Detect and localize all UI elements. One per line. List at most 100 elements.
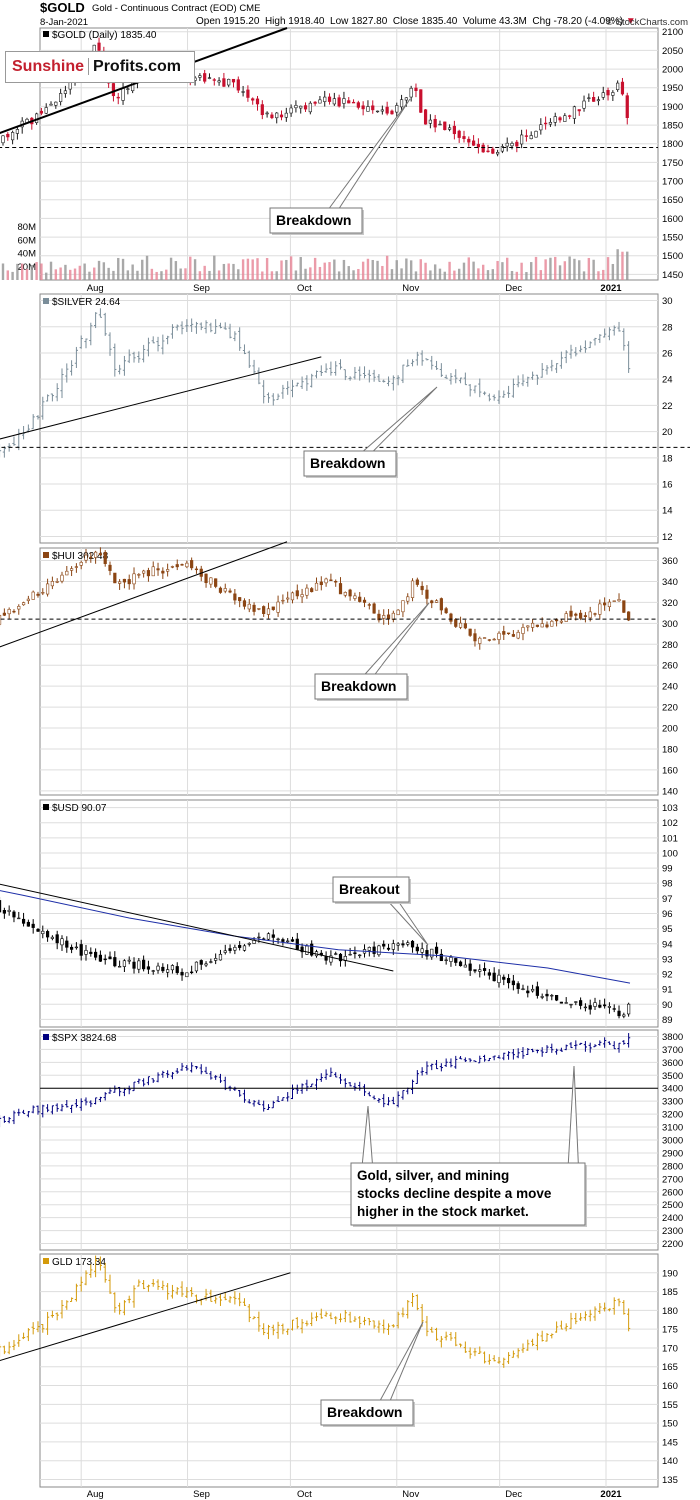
volume-bar xyxy=(136,270,139,280)
volume-bar xyxy=(342,259,346,280)
volume-bar xyxy=(93,267,96,280)
volume-bar xyxy=(371,259,374,280)
y-tick-label: 100 xyxy=(662,848,678,859)
price-candle xyxy=(310,943,314,956)
price-candle xyxy=(492,972,496,982)
price-candle xyxy=(385,106,389,114)
price-candle xyxy=(190,560,194,569)
price-candle xyxy=(324,956,328,961)
price-candle xyxy=(305,587,309,596)
price-candle xyxy=(347,100,351,104)
volume-bar xyxy=(597,271,600,280)
price-candle xyxy=(530,989,535,992)
price-candle xyxy=(554,994,559,1001)
price-candle xyxy=(612,1008,616,1010)
volume-bar xyxy=(25,269,29,280)
price-candle xyxy=(231,78,236,83)
price-candle xyxy=(54,101,58,106)
open-value: Open 1915.20 xyxy=(196,16,260,27)
price-candle xyxy=(233,593,237,601)
price-candle xyxy=(233,947,237,951)
y-tick-label: 240 xyxy=(662,682,678,693)
price-candle xyxy=(39,110,44,114)
volume-bar xyxy=(419,259,422,280)
y-tick-label: 150 xyxy=(662,1419,678,1430)
price-candle xyxy=(334,581,338,583)
price-candle xyxy=(478,637,482,644)
volume-bar xyxy=(251,259,254,280)
callout-text: Breakdown xyxy=(327,1404,402,1420)
legend-swatch xyxy=(43,31,49,37)
price-candle xyxy=(492,638,496,641)
volume-bar xyxy=(395,260,398,280)
price-candle xyxy=(116,96,120,99)
price-candle xyxy=(577,109,581,112)
price-candle xyxy=(452,125,456,135)
price-candle xyxy=(425,950,429,957)
price-candle xyxy=(74,566,78,568)
price-candle xyxy=(564,1002,568,1004)
price-candle xyxy=(15,129,20,134)
y-tick-label: 96 xyxy=(662,909,673,920)
volume-bar xyxy=(347,266,350,280)
volume-bar xyxy=(232,263,235,280)
volume-bar xyxy=(126,270,130,280)
price-candle xyxy=(530,622,535,628)
price-candle xyxy=(324,578,328,584)
change-value: Chg -78.20 (-4.09%) xyxy=(532,16,624,27)
volume-bar xyxy=(35,262,38,280)
price-candle xyxy=(593,613,597,615)
volume-bar xyxy=(313,257,317,280)
price-candle xyxy=(386,614,391,620)
y-tick-label: 170 xyxy=(662,1343,678,1354)
x-tick-label: Nov xyxy=(402,1489,419,1500)
callout-text: Breakout xyxy=(339,881,400,897)
volume-bar xyxy=(270,271,274,280)
price-candle xyxy=(41,930,45,935)
price-candle xyxy=(506,632,511,635)
y-tick-label: 1700 xyxy=(662,177,683,188)
price-candle xyxy=(425,589,429,599)
volume-bar xyxy=(165,269,168,280)
y-tick-label: 94 xyxy=(662,939,673,950)
price-candle xyxy=(98,553,103,556)
price-candle xyxy=(468,628,472,636)
price-candle xyxy=(63,90,68,94)
price-candle xyxy=(409,87,413,98)
price-candle xyxy=(276,601,280,613)
price-candle xyxy=(622,600,626,613)
price-candle xyxy=(294,105,298,109)
y-tick-label: 140 xyxy=(662,1456,678,1467)
price-candle xyxy=(487,639,491,641)
volume-bar xyxy=(549,257,552,280)
high-value: High 1918.40 xyxy=(264,16,325,27)
y-tick-label: 12 xyxy=(662,532,673,543)
price-candle xyxy=(540,996,544,998)
price-candle xyxy=(454,619,458,627)
price-candle xyxy=(236,79,240,91)
price-candle xyxy=(587,97,591,99)
price-candle xyxy=(26,598,30,601)
volume-bar xyxy=(357,269,360,280)
price-candle xyxy=(151,566,155,577)
price-candle xyxy=(510,143,514,147)
price-candle xyxy=(377,945,381,956)
volume-bar xyxy=(501,262,504,280)
price-candle xyxy=(137,960,141,970)
y-tick-label: 3300 xyxy=(662,1097,683,1108)
volume-bar xyxy=(366,258,370,280)
volume-bar xyxy=(472,261,475,280)
price-candle xyxy=(558,117,562,121)
gold-breakdown-callout xyxy=(269,207,363,234)
price-candle xyxy=(539,124,543,131)
price-candle xyxy=(313,101,317,104)
callout-text: higher in the stock market. xyxy=(357,1204,529,1219)
price-candle xyxy=(463,964,467,968)
price-candle xyxy=(275,112,279,119)
price-candle xyxy=(592,97,596,102)
price-candle xyxy=(390,110,394,115)
price-candle xyxy=(481,144,485,153)
price-candle xyxy=(419,89,423,113)
price-candle xyxy=(103,958,107,961)
x-tick-label: Oct xyxy=(297,283,312,294)
